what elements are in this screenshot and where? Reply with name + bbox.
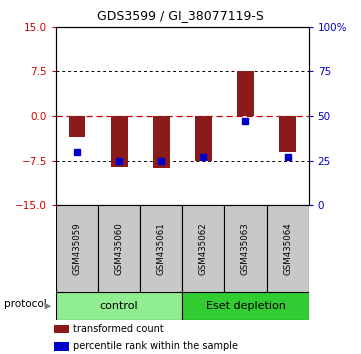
Bar [225, 205, 266, 292]
Bar [182, 205, 225, 292]
Bar [279, 116, 296, 152]
Text: GSM435064: GSM435064 [283, 222, 292, 275]
Text: control: control [100, 301, 138, 311]
Bar [140, 205, 182, 292]
Bar [111, 116, 127, 167]
Text: GSM435063: GSM435063 [241, 222, 250, 275]
Bar [182, 292, 309, 320]
Text: GSM435061: GSM435061 [157, 222, 166, 275]
Bar [266, 205, 309, 292]
Text: GSM435060: GSM435060 [115, 222, 123, 275]
Text: percentile rank within the sample: percentile rank within the sample [73, 341, 238, 351]
Bar [69, 116, 86, 137]
Bar [153, 116, 170, 169]
Bar [54, 325, 69, 333]
Text: protocol: protocol [4, 299, 46, 309]
Bar [54, 342, 69, 350]
Bar [56, 205, 98, 292]
Bar [56, 292, 182, 320]
Text: transformed count: transformed count [73, 324, 164, 334]
Text: GSM435062: GSM435062 [199, 222, 208, 275]
Bar [195, 116, 212, 161]
Bar [98, 205, 140, 292]
Text: GSM435059: GSM435059 [73, 222, 82, 275]
Bar [237, 71, 254, 116]
Text: GDS3599 / GI_38077119-S: GDS3599 / GI_38077119-S [97, 9, 264, 22]
Text: Eset depletion: Eset depletion [205, 301, 286, 311]
